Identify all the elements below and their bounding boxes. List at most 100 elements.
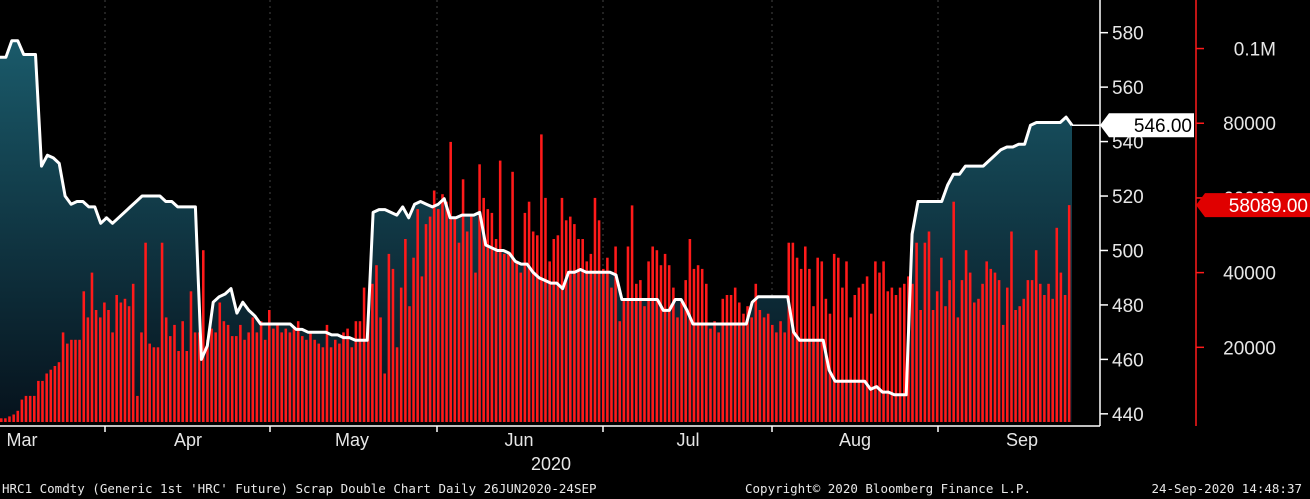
volume-bar	[272, 328, 275, 422]
volume-bar	[432, 190, 436, 422]
volume-bar	[795, 257, 799, 422]
volume-bar	[470, 216, 473, 422]
volume-bar	[156, 347, 160, 422]
volume-bar	[490, 212, 494, 422]
volume-bar	[453, 216, 457, 422]
volume-bar	[37, 380, 40, 422]
volume-bar	[230, 336, 234, 422]
volume-bar	[74, 339, 77, 422]
volume-bar	[367, 321, 370, 422]
volume-bar	[57, 362, 61, 422]
volume-bar	[441, 194, 444, 422]
volume-bar	[894, 295, 898, 422]
volume-bar	[498, 160, 502, 422]
volume-bar	[849, 317, 852, 422]
volume-bar	[1051, 298, 1054, 422]
volume-bar	[457, 242, 461, 422]
volume-bar	[692, 268, 696, 422]
volume-bar	[700, 268, 704, 422]
volume-bar	[622, 298, 626, 422]
volume-bar	[837, 257, 840, 422]
footer-timestamp: 24-Sep-2020 14:48:37	[1151, 481, 1302, 496]
volume-bar	[672, 287, 675, 422]
volume-bar	[886, 291, 890, 422]
price-last-value: 546.00	[1134, 116, 1192, 137]
volume-bar	[465, 231, 469, 422]
volume-bar	[647, 261, 650, 422]
volume-bar	[853, 295, 857, 422]
volume-bar	[41, 380, 44, 422]
volume-bar	[399, 287, 403, 422]
volume-bar	[1039, 283, 1042, 422]
volume-bar	[799, 268, 803, 422]
footer-security-description: HRC1 Comdty (Generic 1st 'HRC' Future) S…	[2, 481, 597, 496]
price-tick-label: 500	[1112, 242, 1144, 263]
volume-last-value-tag: 58089.00	[1196, 193, 1310, 217]
volume-bar	[140, 332, 143, 422]
volume-bar	[548, 261, 551, 422]
volume-bar	[519, 272, 523, 422]
volume-bar	[606, 257, 609, 422]
volume-bar	[292, 328, 296, 422]
volume-bar	[474, 272, 477, 422]
volume-bar	[738, 302, 741, 422]
volume-bar	[1026, 280, 1030, 422]
volume-bar	[173, 324, 176, 422]
price-tick-label: 520	[1112, 187, 1144, 208]
volume-bar	[659, 265, 663, 422]
volume-bar	[762, 317, 766, 422]
volume-bar	[754, 283, 758, 422]
volume-bar	[127, 306, 131, 422]
volume-bar	[696, 265, 700, 422]
volume-bar	[931, 310, 935, 422]
volume-bar	[927, 231, 931, 422]
volume-bar	[169, 336, 172, 422]
volume-bar	[1059, 272, 1063, 422]
volume-bar	[593, 197, 597, 422]
volume-bar	[771, 324, 774, 422]
volume-bar	[263, 339, 267, 422]
volume-bar	[597, 220, 601, 422]
volume-bar	[214, 332, 217, 422]
volume-bar	[935, 291, 939, 422]
volume-bar	[783, 332, 786, 422]
volume-bar	[404, 239, 407, 422]
volume-bar	[94, 310, 98, 422]
volume-bar	[680, 302, 683, 422]
volume-bar	[131, 283, 135, 422]
volume-bar	[239, 324, 242, 422]
volume-tick-label: 0.1M	[1234, 40, 1276, 61]
volume-bar	[507, 253, 510, 422]
volume-bar	[515, 261, 518, 422]
price-tick-label: 560	[1112, 78, 1144, 99]
volume-bar	[247, 332, 250, 422]
volume-bar	[202, 250, 205, 422]
volume-bar	[1063, 295, 1067, 422]
volume-bar	[494, 239, 498, 422]
volume-bar	[66, 343, 69, 422]
month-label: Mar	[7, 430, 38, 450]
volume-bar	[103, 302, 106, 422]
price-line	[0, 39, 1074, 397]
volume-bar	[985, 261, 988, 422]
volume-bar	[952, 201, 955, 422]
volume-bar	[309, 332, 312, 422]
volume-bar	[478, 164, 481, 423]
volume-bar	[251, 317, 255, 422]
volume-bar	[1067, 205, 1071, 422]
volume-bar	[346, 328, 349, 422]
volume-bar	[8, 416, 11, 422]
volume-bar	[721, 298, 725, 422]
price-tick-label: 540	[1112, 133, 1144, 154]
volume-bar	[940, 257, 943, 422]
volume-bar	[573, 224, 576, 422]
volume-bar	[1006, 287, 1009, 422]
volume-bar	[284, 328, 288, 422]
volume-tick-label: 20000	[1223, 338, 1276, 359]
volume-bar	[845, 261, 848, 422]
volume-bar	[90, 272, 94, 422]
volume-bar	[255, 332, 259, 422]
volume-bar	[968, 272, 972, 422]
volume-bar	[317, 343, 321, 422]
volume-bar	[882, 261, 885, 422]
